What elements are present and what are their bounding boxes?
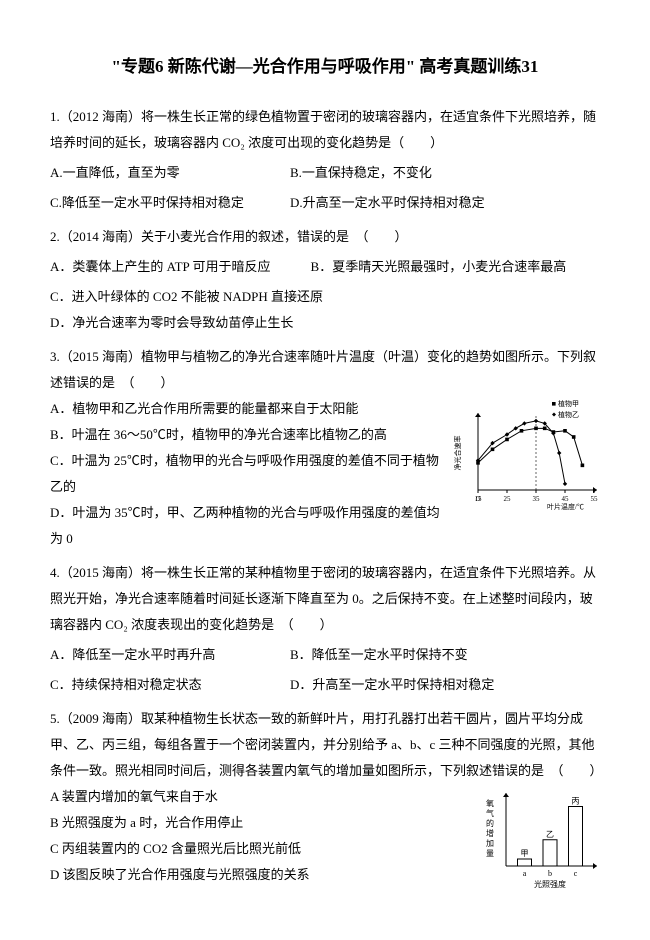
q4-stem: 4.（2015 海南）将一株生长正常的某种植物里于密闭的玻璃容器内，在适宜条件下… xyxy=(50,560,600,638)
svg-text:加: 加 xyxy=(486,838,494,848)
svg-text:c: c xyxy=(574,869,578,878)
svg-text:乙: 乙 xyxy=(546,830,554,839)
svg-text:氧: 氧 xyxy=(486,798,494,808)
svg-text:植物甲: 植物甲 xyxy=(558,400,579,408)
svg-text:45: 45 xyxy=(562,495,570,503)
svg-text:光照强度: 光照强度 xyxy=(534,879,566,888)
svg-text:叶片温度/℃: 叶片温度/℃ xyxy=(547,502,584,510)
q4-opt-b: B．降低至一定水平时保持不变 xyxy=(290,642,490,668)
question-3: 3.（2015 海南）植物甲与植物乙的净光合速率随叶片温度（叶温）变化的趋势如图… xyxy=(50,344,600,552)
q2-opt-a: A．类囊体上产生的 ATP 可用于暗反应 xyxy=(50,254,271,280)
q2-opt-b: B．夏季晴天光照最强时，小麦光合速率最高 xyxy=(311,254,567,280)
svg-text:增: 增 xyxy=(486,828,494,838)
q4-opt-c: C．持续保持相对稳定状态 xyxy=(50,672,250,698)
svg-text:35: 35 xyxy=(533,495,541,503)
q1-opt-a: A.一直降低，直至为零 xyxy=(50,160,250,186)
question-1: 1.（2012 海南）将一株生长正常的绿色植物置于密闭的玻璃容器内，在适宜条件下… xyxy=(50,104,600,216)
question-2: 2.（2014 海南）关于小麦光合作用的叙述，错误的是 （ ） A．类囊体上产生… xyxy=(50,224,600,336)
svg-text:a: a xyxy=(523,869,527,878)
svg-text:量: 量 xyxy=(486,849,494,858)
question-4: 4.（2015 海南）将一株生长正常的某种植物里于密闭的玻璃容器内，在适宜条件下… xyxy=(50,560,600,698)
q1-opt-c: C.降低至一定水平时保持相对稳定 xyxy=(50,190,250,216)
svg-text:气: 气 xyxy=(486,808,494,818)
q1-stem: 1.（2012 海南）将一株生长正常的绿色植物置于密闭的玻璃容器内，在适宜条件下… xyxy=(50,104,600,156)
svg-text:55: 55 xyxy=(591,495,599,503)
q2-opt-d: D．净光合速率为零时会导致幼苗停止生长 xyxy=(50,310,293,336)
q1-opt-b: B.一直保持稳定，不变化 xyxy=(290,160,490,186)
question-5: 5.（2009 海南）取某种植物生长状态一致的新鲜叶片，用打孔器打出若干圆片，圆… xyxy=(50,706,600,892)
q3-stem: 3.（2015 海南）植物甲与植物乙的净光合速率随叶片温度（叶温）变化的趋势如图… xyxy=(50,344,600,396)
svg-text:丙: 丙 xyxy=(572,797,580,806)
page-title: "专题6 新陈代谢—光合作用与呼吸作用" 高考真题训练31 xyxy=(50,50,600,84)
svg-text:植物乙: 植物乙 xyxy=(558,410,579,419)
svg-text:25: 25 xyxy=(504,495,512,503)
q4-opt-d: D．升高至一定水平时保持相对稳定 xyxy=(290,672,494,698)
svg-text:b: b xyxy=(548,869,552,878)
q1-opt-d: D.升高至一定水平时保持相对稳定 xyxy=(290,190,490,216)
svg-text:O: O xyxy=(475,495,480,503)
q4-opt-a: A．降低至一定水平时再升高 xyxy=(50,642,250,668)
svg-text:的: 的 xyxy=(486,818,494,828)
line-chart-leaf-temp: 1525354555O植物甲植物乙叶片温度/℃净光合速率 xyxy=(450,400,600,510)
bar-chart-oxygen: 甲 a 乙 b 丙 c 氧气的增加量光照强度 xyxy=(480,788,600,888)
svg-text:净光合速率: 净光合速率 xyxy=(453,436,462,471)
q2-opt-c: C．进入叶绿体的 CO2 不能被 NADPH 直接还原 xyxy=(50,284,323,310)
q2-stem: 2.（2014 海南）关于小麦光合作用的叙述，错误的是 （ ） xyxy=(50,224,600,250)
q5-stem: 5.（2009 海南）取某种植物生长状态一致的新鲜叶片，用打孔器打出若干圆片，圆… xyxy=(50,706,600,784)
svg-text:甲: 甲 xyxy=(521,849,529,858)
